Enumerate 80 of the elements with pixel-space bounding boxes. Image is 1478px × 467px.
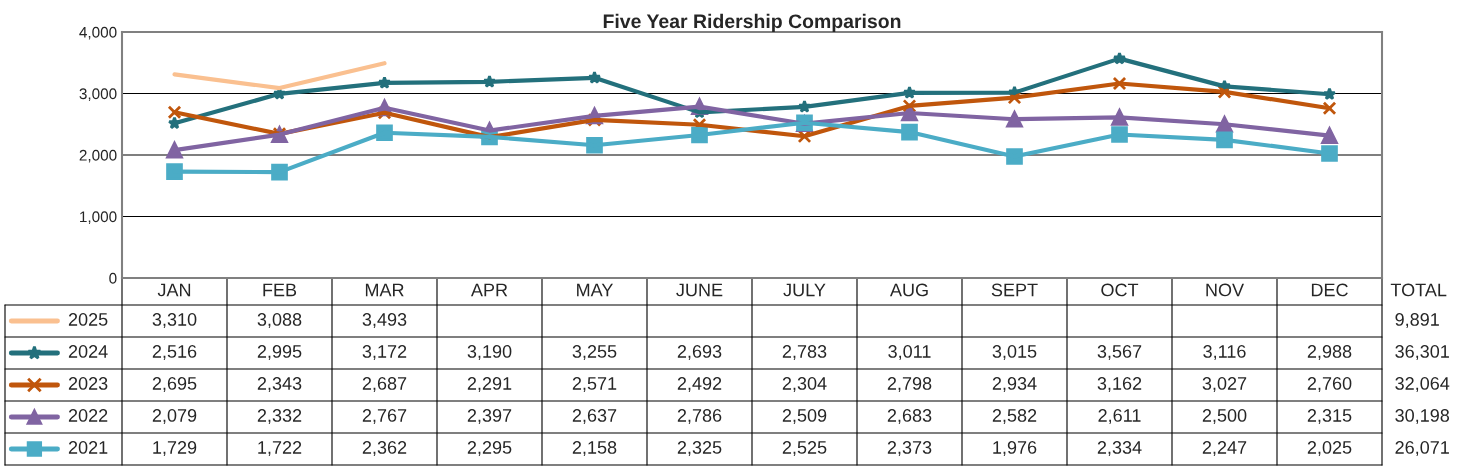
data-label: 3,493 [362,313,407,328]
data-label: 2,995 [257,345,302,360]
data-label: 3,255 [572,345,617,360]
x-tick-label: MAY [577,283,613,297]
data-label: 2,492 [677,377,722,392]
data-label: 2,362 [362,441,407,456]
data-label: 2,158 [572,441,617,456]
data-label: 1,729 [153,441,197,456]
legend-label: 2021 [68,441,108,454]
data-label: 2,025 [1307,441,1352,456]
data-label: 3,190 [467,345,512,360]
data-label: 2,798 [887,377,932,392]
chart-title: Five Year Ridership Comparison [603,13,901,32]
data-label: 3,162 [1097,377,1142,392]
y-tick-label: 2,000 [79,149,117,163]
data-label: 2,247 [1202,441,1247,456]
data-label: 2,291 [467,377,512,392]
data-label: 2,500 [1202,409,1247,424]
data-label: 3,011 [888,345,931,360]
data-label: 2,693 [677,345,722,360]
data-label: 2,783 [782,345,827,360]
data-label: 3,116 [1203,345,1246,360]
data-label: 2,786 [677,409,722,424]
data-label: 2,373 [887,441,932,456]
data-label: 2,571 [572,377,617,392]
data-label: 2,325 [677,441,722,456]
legend-label: 2022 [68,409,108,422]
text: 9,891 [1395,313,1439,328]
data-label: 2,687 [362,377,407,392]
text: 26,071 [1395,441,1449,456]
x-tick-label: MAR [365,283,404,297]
data-label: 3,567 [1097,345,1142,360]
x-tick-label: APR [470,283,508,297]
data-label: 2,760 [1307,377,1352,392]
data-label: 3,310 [152,313,197,328]
x-tick-label: AUG [889,283,928,297]
data-label: 2,683 [887,409,932,424]
data-label: 2,637 [572,409,617,424]
x-tick-label: SEPT [991,283,1038,297]
data-label: 1,722 [258,441,302,456]
text: 30,198 [1395,409,1450,424]
y-tick-label: 3,000 [79,88,117,101]
x-tick-label: JULY [783,283,826,297]
x-tick-label: JUNE [676,283,723,297]
data-label: 2,988 [1307,345,1352,360]
data-label: 2,611 [1098,409,1141,424]
x-tick-label: JAN [157,283,191,297]
text: TOTAL [1390,283,1447,297]
x-tick-label: FEB [263,283,297,297]
data-label: 2,343 [257,377,302,392]
x-tick-label: DEC [1311,283,1348,297]
data-label: 3,088 [257,313,302,328]
y-tick-label: 4,000 [79,26,117,40]
x-tick-label: OCT [1101,283,1139,297]
text: 32,064 [1395,377,1450,392]
data-label: 3,015 [992,345,1037,360]
data-label: 2,509 [782,409,827,424]
data-label: 2,315 [1307,409,1352,424]
data-label: 2,934 [992,377,1037,392]
data-label: 2,295 [467,441,512,456]
legend-label: 2023 [68,377,108,390]
data-label: 2,516 [152,345,197,360]
data-label: 3,172 [362,345,407,360]
data-label: 2,334 [1097,441,1142,456]
x-tick-label: NOV [1206,283,1244,297]
y-tick-label: 1,000 [80,211,117,224]
data-label: 2,397 [467,409,512,424]
data-label: 3,027 [1202,377,1247,392]
legend-label: 2025 [68,313,108,326]
data-label: 2,079 [152,409,197,424]
data-label: 2,332 [257,409,302,424]
data-label: 1,976 [993,441,1037,456]
text: 36,301 [1395,345,1449,360]
data-label: 2,767 [362,409,407,424]
y-tick-label: 0 [109,272,117,284]
data-label: 2,582 [992,409,1037,424]
data-label: 2,304 [782,377,827,392]
data-label: 2,695 [152,377,197,392]
legend-label: 2024 [68,345,108,358]
data-label: 2,525 [782,441,827,456]
